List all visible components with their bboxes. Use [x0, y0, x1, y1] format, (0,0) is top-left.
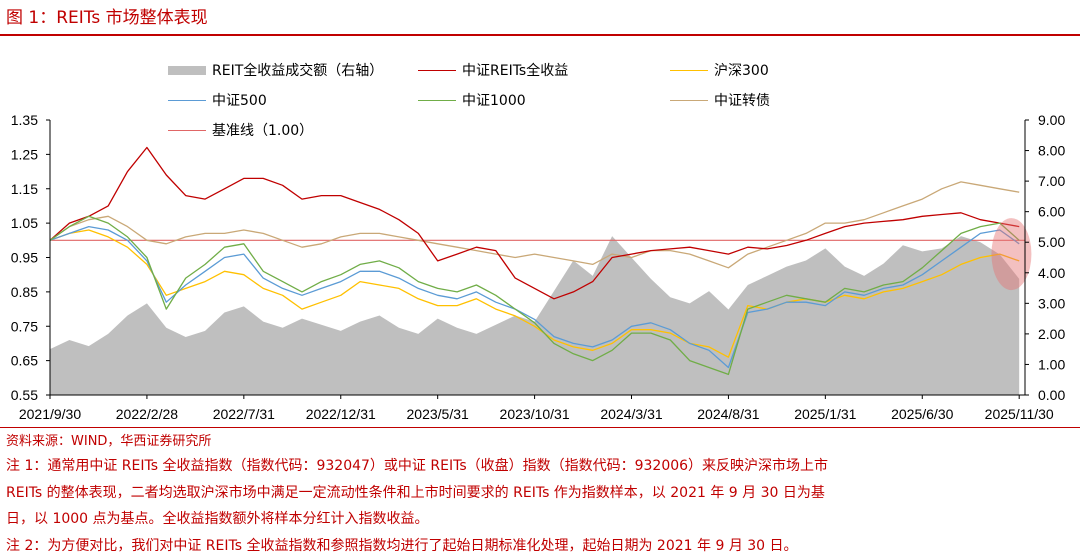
legend-swatch — [168, 99, 206, 101]
x-tick-label: 2023/10/31 — [500, 406, 570, 422]
y-left-tick-label: 1.15 — [11, 181, 38, 197]
note-line: REITs 的整体表现，二者均选取沪深市场中满足一定流动性条件和上市时间要求的 … — [6, 485, 825, 501]
legend-swatch — [418, 99, 456, 101]
legend-label: 中证1000 — [462, 93, 526, 109]
note-line: 日，以 1000 点为基点。全收益指数额外将样本分红计入指数收益。 — [6, 511, 429, 527]
figure-title: 图 1：REITs 市场整体表现 — [6, 8, 208, 28]
y-right-tick-label: 8.00 — [1038, 143, 1065, 159]
title-divider — [0, 34, 1080, 36]
x-tick-label: 2025/11/30 — [985, 406, 1054, 422]
series-reits-total-return-line — [49, 146, 1020, 300]
reits-performance-chart: 0.55 0.65 0.75 0.85 0.95 1.05 1.15 1.25 1.35 0.00… — [11, 112, 1066, 422]
legend-swatch — [168, 65, 206, 75]
y-right-tick-label: 3.00 — [1038, 295, 1065, 311]
y-right-tick-label: 4.00 — [1038, 265, 1065, 281]
source-divider — [0, 427, 1080, 428]
note-line: 注 1：通常用中证 REITs 全收益指数（指数代码：932047）或中证 RE… — [6, 458, 829, 474]
series-convertible-bond-line — [49, 181, 1020, 269]
legend-csi300: 沪深300 — [670, 60, 769, 80]
legend-label: 中证REITs全收益 — [462, 63, 569, 79]
y-left-tick-label: 0.85 — [11, 284, 38, 300]
x-tick-label: 2023/5/31 — [407, 406, 469, 422]
y-left-tick-label: 1.25 — [11, 146, 38, 162]
series-csi1000-line — [49, 215, 1020, 376]
legend-turnover: REIT全收益成交额（右轴） — [168, 60, 383, 80]
x-tick-label: 2022/7/31 — [213, 406, 275, 422]
y-left-tick-label: 0.95 — [11, 250, 38, 266]
y-right-tick-label: 9.00 — [1038, 112, 1065, 128]
legend-convertible-bond: 中证转债 — [670, 90, 770, 110]
x-tick-label: 2025/6/30 — [891, 406, 953, 422]
y-right-tick-label: 2.00 — [1038, 326, 1065, 342]
legend-label: 中证500 — [212, 93, 267, 109]
x-tick-label: 2022/12/31 — [306, 406, 376, 422]
legend-reits-total-return: 中证REITs全收益 — [418, 60, 568, 80]
y-left-tick-label: 0.65 — [11, 353, 38, 369]
legend-label: 中证转债 — [714, 93, 770, 109]
y-left-tick-label: 1.05 — [11, 215, 38, 231]
legend-swatch — [670, 69, 708, 71]
note-line: 注 2：为方便对比，我们对中证 REITs 全收益指数和参照指数均进行了起始日期… — [6, 538, 798, 554]
legend-label: 沪深300 — [714, 63, 769, 79]
x-tick-label: 2024/3/31 — [600, 406, 662, 422]
legend-csi1000: 中证1000 — [418, 90, 526, 110]
legend-swatch — [418, 69, 456, 71]
source-text: 资料来源：WIND，华西证券研究所 — [6, 434, 212, 449]
legend-baseline: 基准线（1.00） — [168, 120, 313, 140]
highlight-ellipse — [991, 218, 1032, 291]
y-right-tick-label: 6.00 — [1038, 204, 1065, 220]
y-left-tick-label: 0.55 — [11, 387, 38, 403]
y-left-tick-label: 0.75 — [11, 318, 38, 334]
series-csi500-line — [49, 225, 1020, 369]
y-left-tick-label: 1.35 — [11, 112, 38, 128]
x-tick-label: 2022/2/28 — [116, 406, 178, 422]
legend-label: 基准线（1.00） — [212, 123, 314, 139]
x-tick-label: 2024/8/31 — [697, 406, 759, 422]
y-right-tick-label: 1.00 — [1038, 356, 1065, 372]
legend-csi500: 中证500 — [168, 90, 267, 110]
legend-swatch — [168, 129, 206, 131]
x-tick-label: 2025/1/31 — [794, 406, 856, 422]
series-csi300-line — [49, 229, 1020, 358]
y-right-tick-label: 5.00 — [1038, 234, 1065, 250]
y-right-tick-label: 7.00 — [1038, 173, 1065, 189]
x-tick-label: 2021/9/30 — [19, 406, 81, 422]
series-turnover-area — [50, 236, 1020, 395]
legend-swatch — [670, 99, 708, 101]
y-right-tick-label: 0.00 — [1038, 387, 1065, 403]
legend-label: REIT全收益成交额（右轴） — [212, 63, 384, 79]
